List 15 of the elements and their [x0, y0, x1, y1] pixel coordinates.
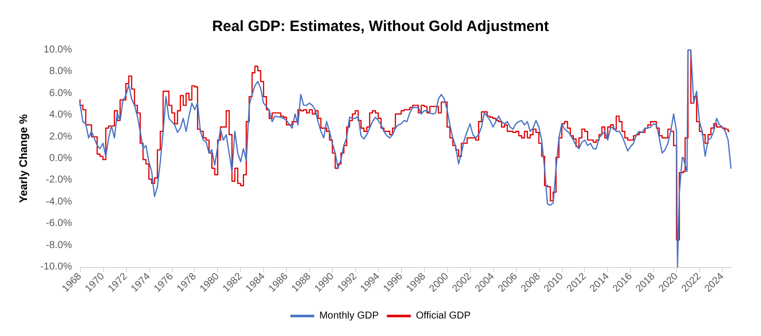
y-tick-label: -4.0% [46, 196, 72, 208]
y-tick-label: -6.0% [46, 218, 72, 230]
y-tick-label: 10.0% [44, 44, 72, 56]
y-axis-title: Yearly Change % [18, 114, 30, 203]
y-tick-label: 0.0% [49, 153, 72, 164]
chart-title: Real GDP: Estimates, Without Gold Adjustment [212, 18, 549, 35]
y-tick-label: -8.0% [46, 240, 72, 251]
y-tick-label: -2.0% [46, 174, 72, 186]
y-tick-label: 8.0% [49, 66, 72, 78]
y-tick-label: 2.0% [49, 131, 72, 142]
y-tick-label: 4.0% [49, 110, 72, 121]
legend-label: Official GDP [416, 310, 471, 322]
y-tick-label: 6.0% [49, 88, 72, 99]
legend-label: Monthly GDP [319, 310, 380, 322]
y-tick-label: -10.0% [40, 262, 72, 272]
